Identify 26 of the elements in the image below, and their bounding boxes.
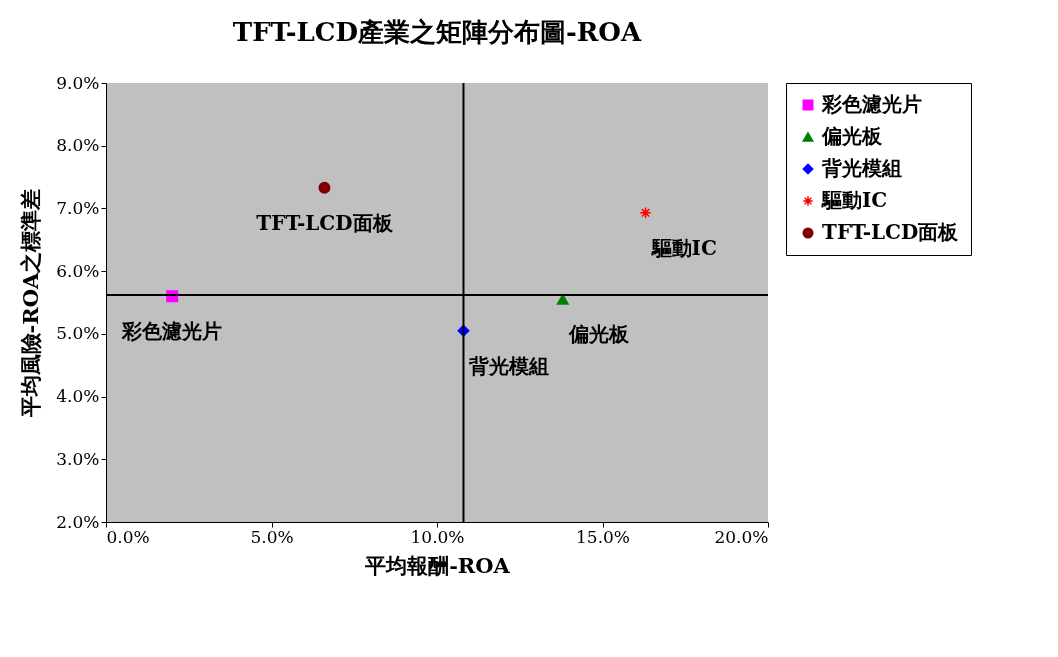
y-tick-label: 2.0% [56,511,100,532]
legend-label: 驅動IC [821,188,888,212]
x-tick-label: 15.0% [575,526,631,547]
legend-label: 彩色濾光片 [821,92,922,116]
y-tick-label: 3.0% [56,448,100,469]
text: 驅動IC [651,235,717,260]
legend-label: 背光模組 [821,156,902,180]
legend-label: 偏光板 [821,124,883,148]
text: TFT-LCD面板 [256,210,393,235]
y-tick-label: 7.0% [56,197,100,218]
chart-title: TFT-LCD產業之矩陣分布圖-ROA [232,17,643,47]
text: 偏光板 [568,322,629,347]
text: 彩色濾光片 [122,319,223,344]
y-tick-label: 9.0% [56,72,100,93]
y-axis-title: 平均風險-ROA之標準差 [18,188,44,419]
legend-label: TFT-LCD面板 [822,220,960,244]
x-tick-label: 5.0% [250,526,294,547]
text: 背光模組 [469,353,550,378]
x-tick-label: 10.0% [410,526,465,547]
y-tick-label: 4.0% [56,386,100,407]
y-tick-label: 5.0% [56,323,100,344]
x-tick-label: 0.0% [106,526,150,547]
x-tick-label: 20.0% [714,526,769,547]
x-axis-title: 平均報酬-ROA [364,552,511,578]
y-tick-label: 8.0% [56,135,100,156]
y-tick-label: 6.0% [56,260,100,281]
